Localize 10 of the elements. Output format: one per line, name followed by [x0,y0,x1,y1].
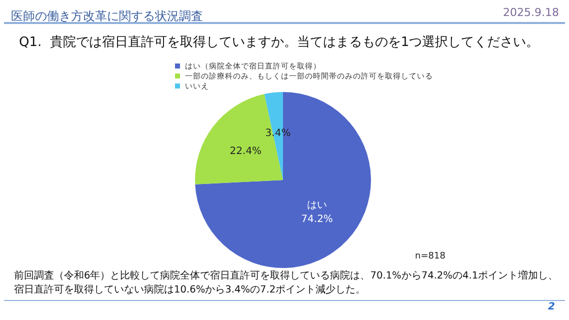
text: n=818 [415,252,446,262]
chart-subtitle: Q1. 貴院では宿日直許可を取得していますか。当てはまるものを1つ選択してください。 [19,34,540,50]
text: 前回調査（令和6年）と比較して病院全体で宿日直許可を取得している病院は、70.1%から74.2%の4.1ポイント増加し、 [14,270,558,282]
text: 宿日直許可を取得していない病院は10.6%から3.4%の7.2ポイント減少した。 [14,284,366,296]
text: 2025.9.18 [503,6,559,19]
text: 2 [548,302,556,312]
chart-title: 医師の働き方改革に関する状況調査 [11,9,203,23]
data-label: はい 74.2% [301,200,333,225]
data-label: 3.4% [265,128,291,139]
data-label: 22.4% [230,146,262,157]
